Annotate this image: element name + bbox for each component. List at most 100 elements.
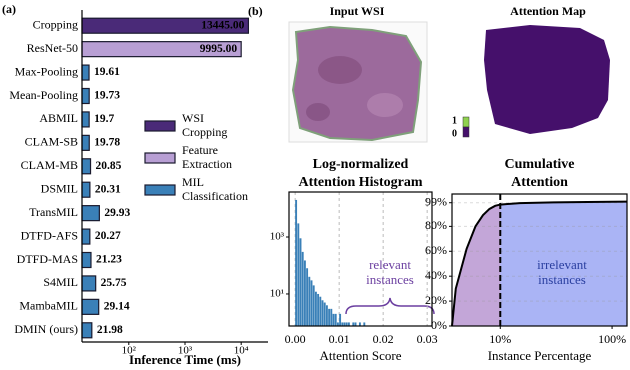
y-tick-label: 40% bbox=[425, 268, 447, 282]
value-label: 20.85 bbox=[96, 160, 122, 172]
histogram-bar bbox=[314, 291, 317, 326]
bar bbox=[81, 251, 92, 269]
y-tick-label: DTFD-MAS bbox=[17, 252, 78, 266]
x-tick-label: 0.03 bbox=[417, 332, 438, 346]
chart-title: Attention bbox=[511, 175, 568, 190]
x-tick-label: 0.01 bbox=[329, 332, 350, 346]
tissue-texture bbox=[367, 93, 403, 117]
legend-swatch bbox=[144, 120, 176, 132]
y-tick-label: Mean-Pooling bbox=[9, 88, 78, 102]
bar bbox=[81, 205, 100, 222]
tissue-texture bbox=[318, 56, 362, 84]
histogram-bar bbox=[347, 322, 350, 326]
bar bbox=[81, 111, 90, 128]
panel-label: (a) bbox=[2, 2, 16, 16]
y-tick-label: DTFD-AFS bbox=[21, 228, 78, 242]
value-label: 19.61 bbox=[94, 66, 120, 78]
histogram-bar bbox=[330, 308, 333, 326]
x-axis-label: Attention Score bbox=[320, 348, 402, 363]
y-tick-label: ResNet-50 bbox=[27, 41, 78, 55]
y-tick-label: 80% bbox=[425, 218, 447, 232]
y-tick-label: 0% bbox=[431, 318, 447, 332]
y-tick-label: DMIN (ours) bbox=[14, 322, 78, 336]
attention-image: 1 0 bbox=[452, 25, 610, 139]
histogram-bar bbox=[363, 322, 366, 326]
attention-map bbox=[484, 25, 610, 134]
y-tick-label: DSMIL bbox=[41, 181, 78, 195]
annotation: irrelevant bbox=[537, 257, 587, 272]
histogram-bar bbox=[339, 313, 342, 326]
brace bbox=[345, 297, 435, 315]
bar bbox=[81, 181, 91, 198]
colorbar-label: 0 bbox=[452, 128, 457, 139]
histogram-bar bbox=[328, 308, 331, 326]
histogram-bar bbox=[319, 296, 322, 326]
y-tick-label: 99% bbox=[425, 194, 447, 208]
histogram-bar bbox=[303, 260, 306, 326]
panel-label: (b) bbox=[248, 4, 263, 18]
y-tick-label: MambaMIL bbox=[19, 299, 78, 313]
value-label: 29.14 bbox=[104, 300, 130, 312]
bar bbox=[81, 298, 100, 315]
annotation: instances bbox=[538, 272, 586, 287]
value-label: 9995.00 bbox=[200, 43, 238, 55]
bar bbox=[81, 322, 93, 339]
tissue-texture bbox=[306, 103, 330, 121]
image-title: Attention Map bbox=[510, 4, 586, 18]
value-label: 29.93 bbox=[104, 207, 130, 219]
bar bbox=[81, 275, 97, 292]
value-label: 20.31 bbox=[95, 183, 121, 195]
value-label: 21.98 bbox=[97, 324, 123, 336]
y-tick-label: ABMIL bbox=[39, 111, 78, 125]
histogram-bar bbox=[308, 276, 311, 326]
x-tick-label: 10² bbox=[122, 345, 137, 357]
x-tick-label: 10% bbox=[489, 332, 511, 346]
y-tick-label: TransMIL bbox=[29, 205, 78, 219]
legend-label: WSI Cropping bbox=[182, 111, 227, 139]
histogram-bar bbox=[295, 199, 298, 326]
histogram-bar bbox=[317, 293, 320, 326]
chart-title: Log-normalized bbox=[313, 157, 409, 172]
value-label: 19.73 bbox=[94, 90, 120, 102]
histogram-bar bbox=[323, 302, 326, 326]
x-axis-label: Inference Time (ms) bbox=[129, 352, 241, 367]
y-tick-label: Cropping bbox=[33, 17, 78, 31]
colorbar-label: 1 bbox=[452, 115, 457, 126]
histogram-bar bbox=[312, 285, 315, 326]
colorbar-bottom bbox=[462, 126, 470, 138]
x-tick-label: 100% bbox=[598, 332, 626, 346]
value-label: 25.75 bbox=[101, 277, 127, 289]
legend-swatch bbox=[144, 152, 176, 164]
x-tick-label: 10⁴ bbox=[234, 345, 249, 357]
histogram-bar bbox=[310, 280, 313, 326]
histogram-bar bbox=[306, 268, 309, 326]
y-tick-label: CLAM-SB bbox=[25, 135, 78, 149]
value-label: 13445.00 bbox=[201, 19, 244, 31]
histogram-bar bbox=[325, 305, 328, 326]
histogram-bar bbox=[358, 322, 361, 326]
plot-frame bbox=[288, 191, 433, 327]
histogram-bar bbox=[345, 322, 348, 326]
y-tick-label: 60% bbox=[425, 243, 447, 257]
histogram-bar bbox=[301, 251, 304, 326]
legend-label: Feature Extraction bbox=[182, 143, 232, 171]
value-label: 19.7 bbox=[94, 113, 114, 125]
histogram-bar bbox=[297, 223, 300, 326]
histogram-bar bbox=[321, 300, 324, 326]
bar bbox=[81, 64, 90, 81]
y-tick-label: CLAM-MB bbox=[21, 158, 78, 172]
tissue bbox=[291, 25, 423, 142]
x-tick-label: 10³ bbox=[178, 345, 193, 357]
histogram-bar bbox=[299, 238, 302, 326]
y-tick-label: S4MIL bbox=[43, 275, 78, 289]
histogram-bar bbox=[336, 322, 339, 326]
histogram-bar bbox=[332, 313, 335, 326]
chart-title: Cumulative bbox=[505, 157, 575, 172]
histogram-bar bbox=[354, 322, 357, 326]
annotation: relevant bbox=[369, 257, 411, 272]
colorbar-top bbox=[462, 116, 470, 128]
value-label: 19.78 bbox=[94, 136, 120, 148]
y-tick-label: 10³ bbox=[270, 231, 285, 243]
histogram-bar bbox=[341, 322, 344, 326]
